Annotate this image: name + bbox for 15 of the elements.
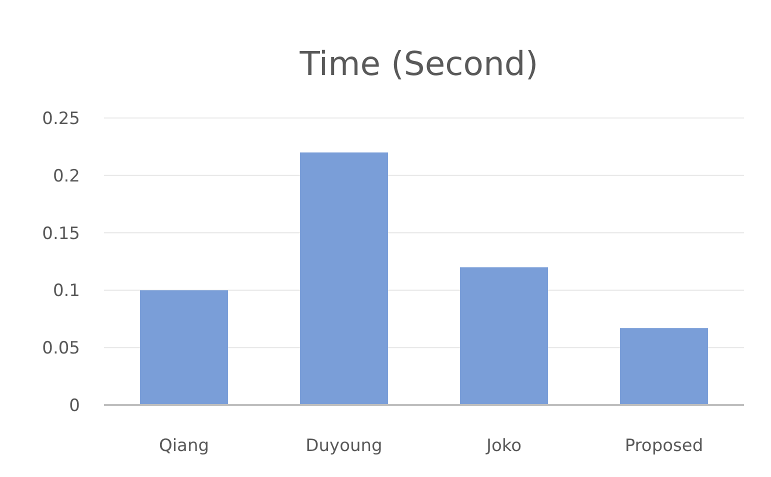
bar	[620, 328, 708, 405]
x-tick-label: Qiang	[158, 436, 210, 456]
y-tick-label: 0.15	[42, 224, 80, 244]
bar	[140, 290, 228, 405]
y-tick-label: 0.25	[42, 108, 80, 129]
y-tick-label: 0.05	[42, 338, 80, 359]
x-tick-label: Duyoung	[306, 436, 382, 456]
y-tick-label: 0	[69, 396, 80, 416]
y-tick-label: 0.1	[52, 281, 80, 302]
x-tick-label: Joko	[485, 436, 522, 456]
bar	[300, 152, 388, 405]
y-tick-label: 0.2	[52, 166, 80, 186]
bar	[460, 267, 548, 405]
x-tick-label: Proposed	[624, 436, 704, 456]
chart-title: Time (Second)	[298, 44, 538, 83]
